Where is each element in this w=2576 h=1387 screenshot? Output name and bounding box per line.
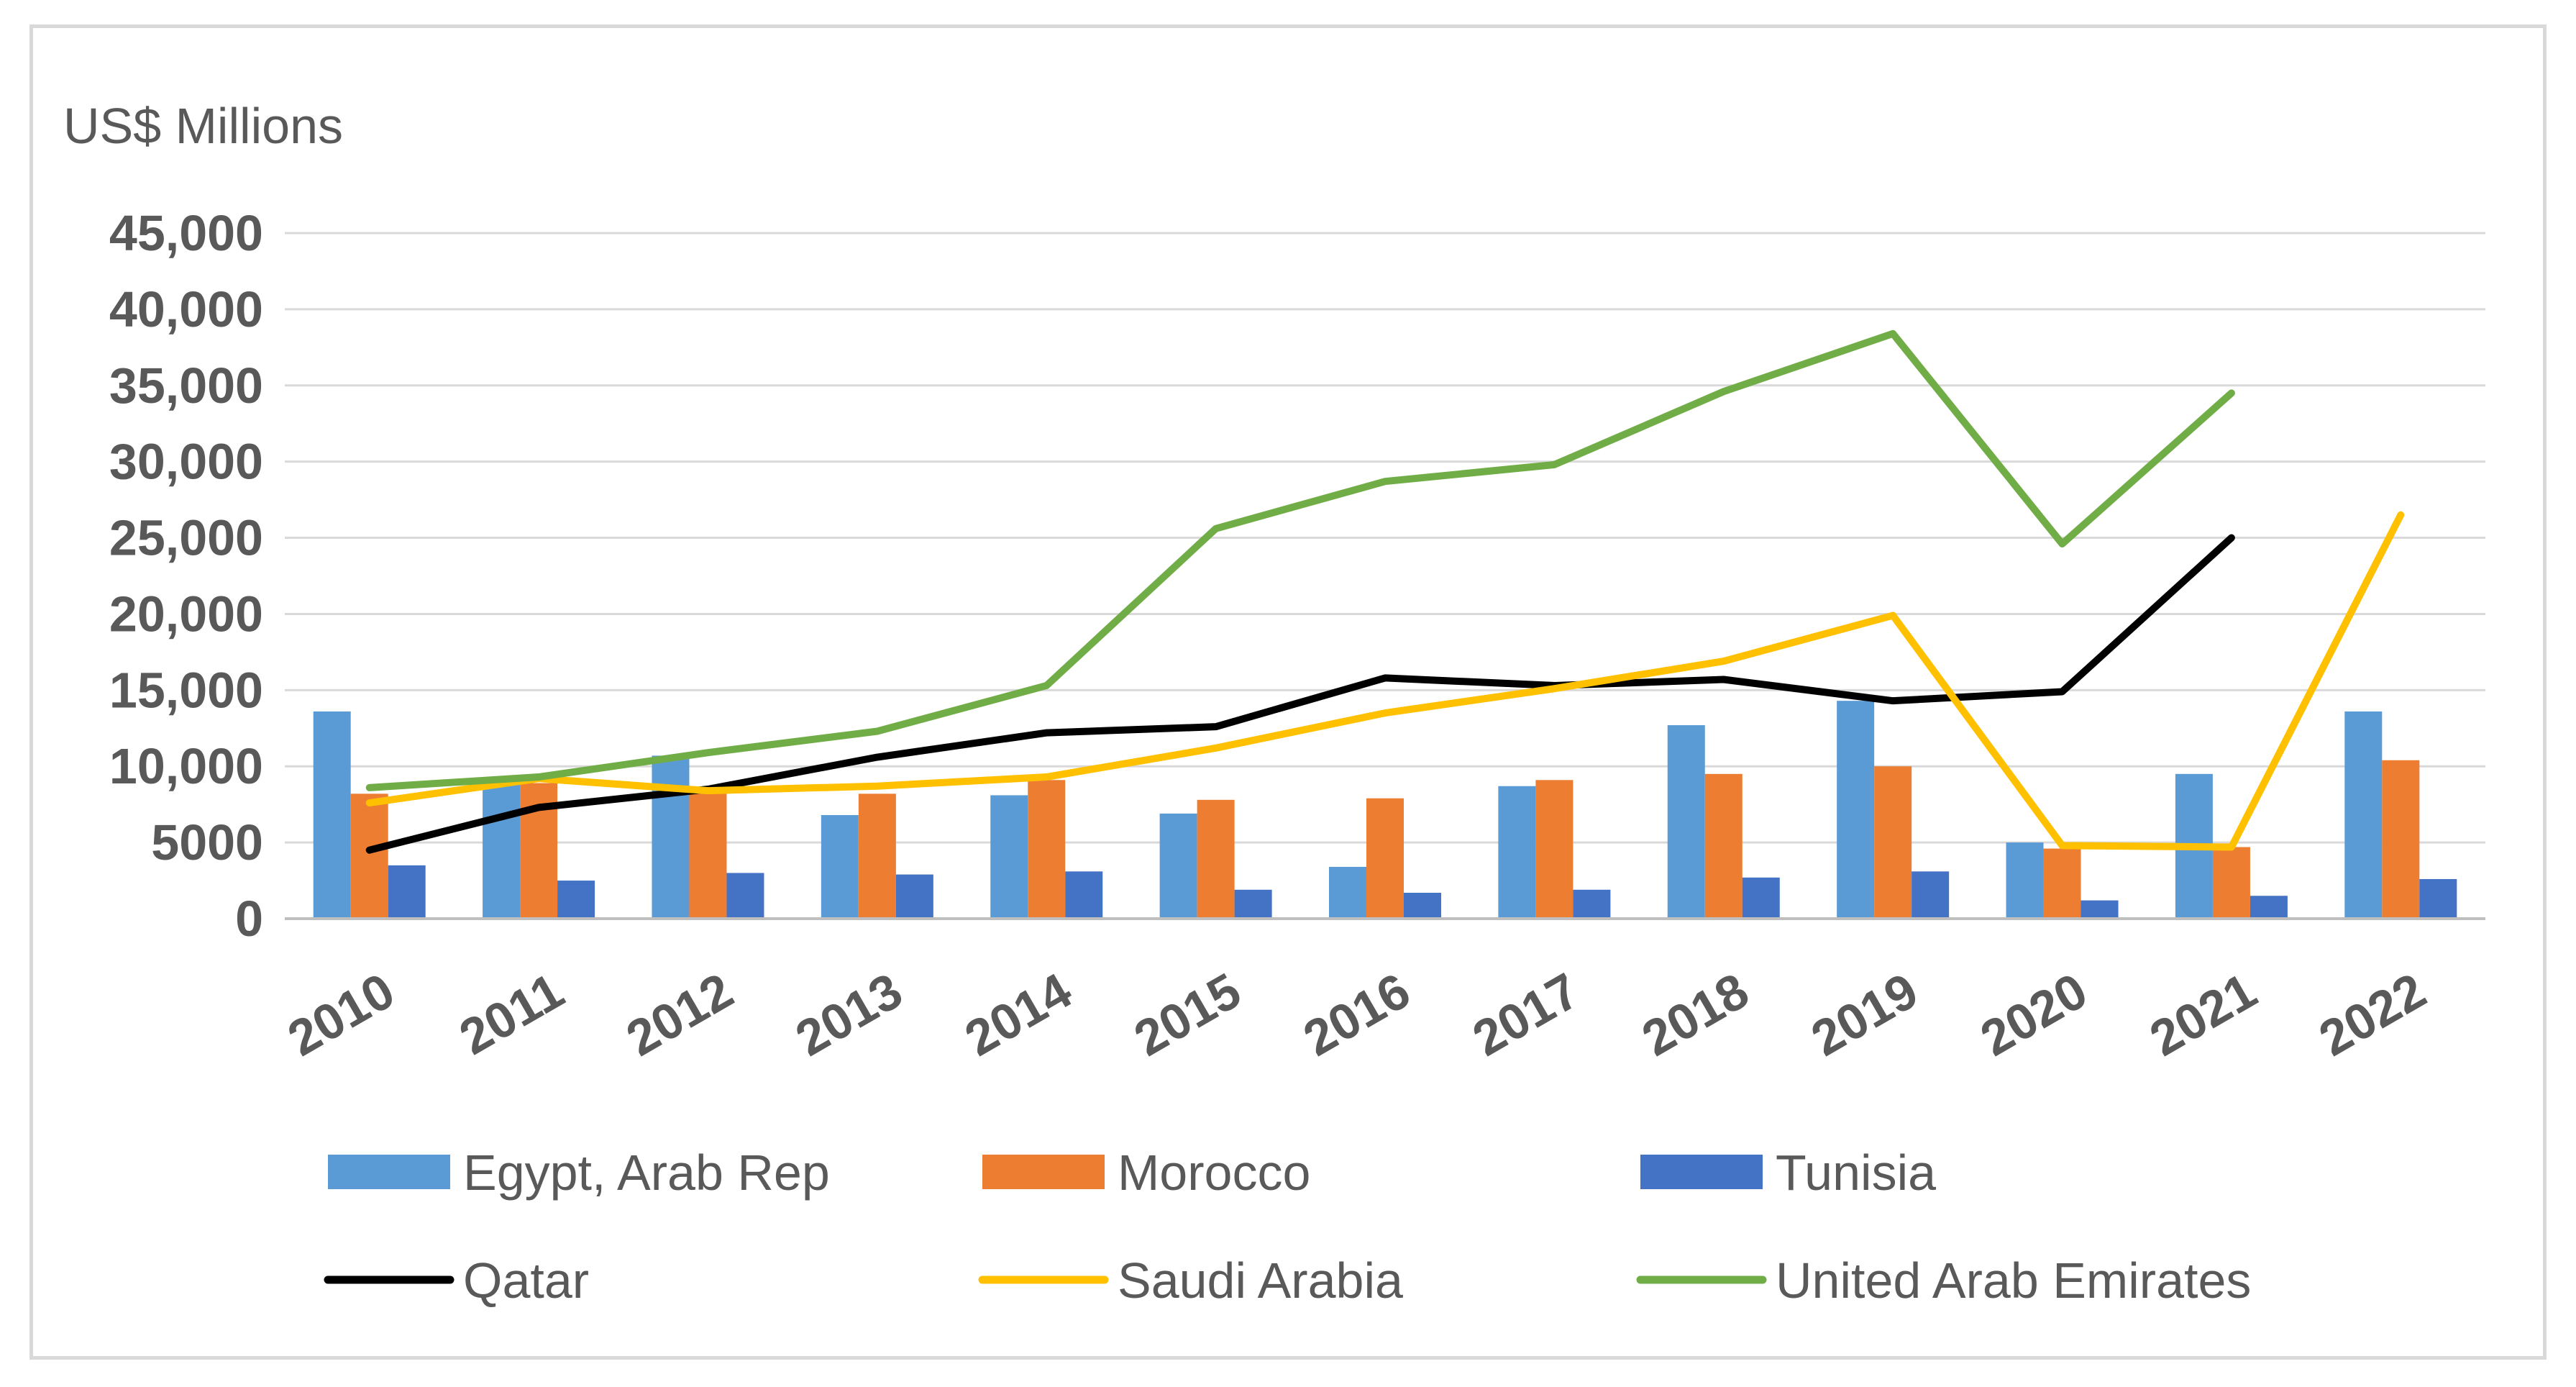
bar-tunisia-2016	[1404, 892, 1441, 919]
bar-tunisia-2017	[1573, 889, 1611, 919]
bar-egypt-arab-rep-2017	[1498, 786, 1536, 919]
legend-label: Tunisia	[1776, 1145, 1936, 1201]
bar-morocco-2021	[2212, 847, 2250, 919]
x-tick-label: 2016	[1294, 962, 1420, 1066]
x-tick-label: 2019	[1802, 962, 1927, 1066]
bar-egypt-arab-rep-2011	[483, 781, 521, 919]
y-tick-label: 40,000	[109, 281, 263, 337]
gridlines	[285, 232, 2485, 844]
x-axis-ticks: 2010 2011 2012 2013 2014 2015 2016 2017 2018 2019…	[278, 962, 2434, 1066]
line-united-arab-emirates	[365, 329, 2235, 791]
bar-egypt-arab-rep-2018	[1667, 725, 1705, 919]
legend-item-qatar: Qatar	[324, 1252, 589, 1309]
legend: Egypt, Arab Rep Morocco Tunisia Qatar Saudi …	[324, 1145, 2251, 1309]
bar-tunisia-2015	[1234, 889, 1272, 919]
bar-egypt-arab-rep-2015	[1159, 813, 1197, 919]
legend-label: Saudi Arabia	[1118, 1252, 1403, 1309]
bar-egypt-arab-rep-2013	[821, 814, 859, 919]
y-tick-label: 0	[235, 891, 263, 947]
bar-morocco-2019	[1874, 766, 1912, 919]
bar-egypt-arab-rep-2016	[1329, 866, 1366, 919]
x-tick-label: 2010	[278, 962, 403, 1066]
x-tick-label: 2012	[617, 962, 742, 1066]
bar-tunisia-2022	[2419, 878, 2457, 919]
x-tick-label: 2015	[1125, 962, 1250, 1066]
bar-egypt-arab-rep-2020	[2006, 842, 2044, 919]
legend-item-saudi-arabia: Saudi Arabia	[978, 1252, 1403, 1309]
bar-morocco-2015	[1197, 799, 1235, 919]
y-tick-label: 10,000	[109, 738, 263, 794]
bar-tunisia-2020	[2081, 900, 2119, 919]
x-tick-label: 2020	[1971, 962, 2096, 1066]
bar-tunisia-2012	[726, 873, 764, 919]
bar-morocco-2013	[858, 793, 896, 919]
bar-egypt-arab-rep-2010	[313, 711, 351, 919]
bar-morocco-2010	[350, 793, 388, 919]
bar-tunisia-2010	[388, 865, 426, 919]
y-tick-label: 30,000	[109, 434, 263, 490]
line-saudi-arabia	[365, 511, 2405, 851]
x-tick-label: 2021	[2141, 962, 2266, 1066]
bar-morocco-2012	[689, 791, 727, 919]
legend-label: Egypt, Arab Rep	[463, 1145, 830, 1201]
x-tick-label: 2017	[1463, 962, 1589, 1066]
legend-label: Morocco	[1118, 1145, 1310, 1201]
bar-tunisia-2019	[1912, 871, 1950, 919]
bar-morocco-2020	[2043, 848, 2081, 919]
bar-morocco-2018	[1704, 773, 1743, 919]
y-tick-label: 15,000	[109, 662, 263, 718]
bar-egypt-arab-rep-2012	[652, 755, 690, 919]
legend-label: Qatar	[463, 1252, 589, 1309]
x-tick-label: 2018	[1632, 962, 1758, 1066]
x-tick-label: 2013	[786, 962, 911, 1066]
bar-tunisia-2013	[895, 874, 933, 919]
legend-swatch	[328, 1155, 450, 1189]
y-tick-label: 20,000	[109, 586, 263, 642]
legend-swatch	[1640, 1155, 1763, 1189]
bar-egypt-arab-rep-2022	[2344, 711, 2383, 919]
x-tick-label: 2022	[2310, 962, 2435, 1066]
x-tick-label: 2011	[450, 962, 573, 1065]
y-axis-ticks: 0 5000 10,000 15,000 20,000 25,000 30,000 35,00…	[109, 205, 263, 947]
bar-series	[313, 701, 2457, 919]
unit-label: US$ Millions	[63, 98, 343, 154]
bar-egypt-arab-rep-2019	[1837, 701, 1875, 919]
legend-swatch	[982, 1155, 1105, 1189]
legend-item-tunisia: Tunisia	[1640, 1145, 1936, 1201]
bar-tunisia-2014	[1065, 871, 1103, 919]
bar-tunisia-2021	[2250, 896, 2288, 919]
y-tick-label: 35,000	[109, 358, 263, 414]
y-tick-label: 5000	[151, 814, 263, 870]
legend-item-united-arab-emirates: United Arab Emirates	[1636, 1252, 2251, 1309]
bar-tunisia-2018	[1742, 877, 1780, 919]
bar-morocco-2016	[1366, 798, 1404, 919]
y-tick-label: 25,000	[109, 510, 263, 566]
bar-egypt-arab-rep-2014	[990, 795, 1028, 919]
chart-svg: US$ Millions 0 5000 10,000 15,000 20,000 25,0…	[63, 98, 2485, 1309]
legend-item-morocco: Morocco	[982, 1145, 1310, 1201]
legend-item-egypt-arab-rep: Egypt, Arab Rep	[328, 1145, 830, 1201]
y-tick-label: 45,000	[109, 205, 263, 261]
legend-label: United Arab Emirates	[1776, 1252, 2251, 1309]
line-series	[365, 329, 2405, 854]
bar-morocco-2017	[1535, 780, 1574, 919]
x-tick-label: 2014	[956, 962, 1081, 1066]
bar-morocco-2022	[2382, 760, 2420, 919]
bar-tunisia-2011	[557, 881, 595, 919]
chart-frame: US$ Millions 0 5000 10,000 15,000 20,000 25,0…	[29, 24, 2547, 1360]
bar-morocco-2014	[1028, 780, 1066, 919]
